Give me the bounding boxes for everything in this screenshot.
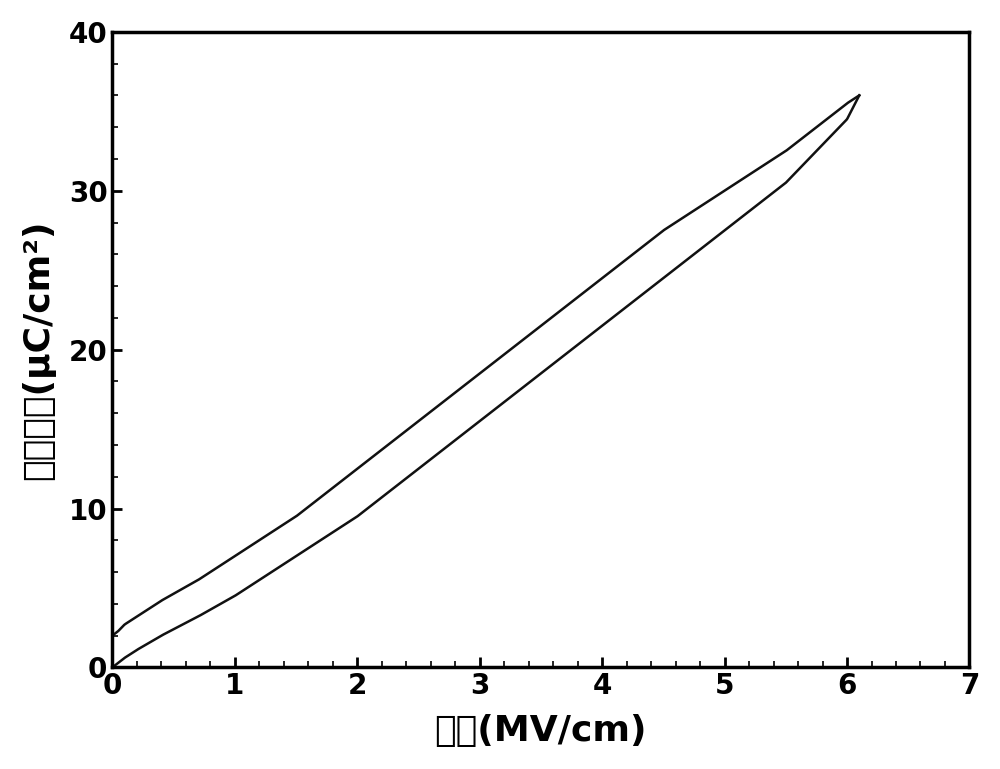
Y-axis label: 极化强度(μC/cm²): 极化强度(μC/cm²) [21, 219, 55, 480]
X-axis label: 电场(MV/cm): 电场(MV/cm) [435, 714, 647, 748]
